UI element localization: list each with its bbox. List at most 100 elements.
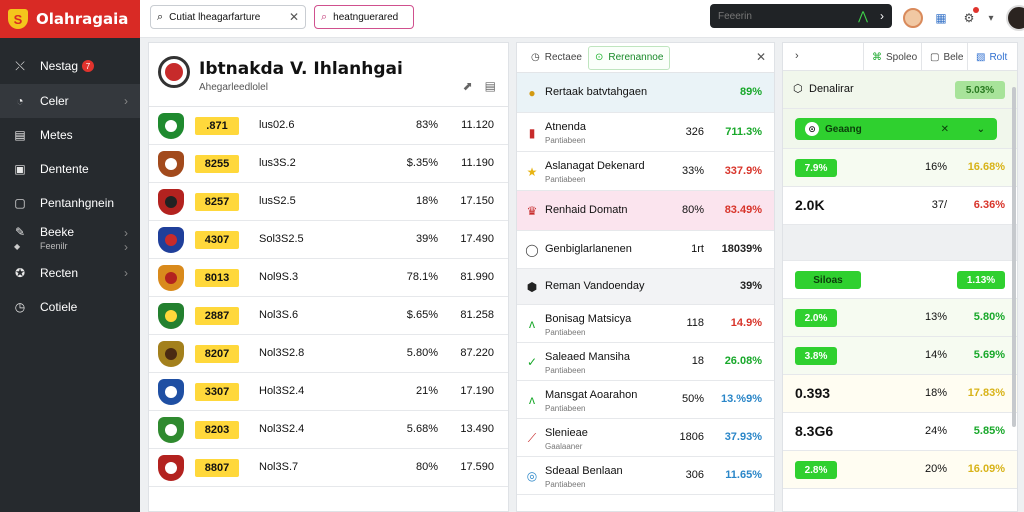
selection-pill[interactable]: Siloas [795, 271, 861, 289]
tab-rolt[interactable]: ▧ Rolt [967, 43, 1015, 71]
sidebar-item-cotiele[interactable]: ◷ Cotiele [0, 290, 140, 324]
betslip-row[interactable]: ⊙ Geaang ✕ ⌄ [783, 109, 1017, 149]
betslip-row[interactable]: 7.9% 16% 16.68% [783, 149, 1017, 187]
emoji-icon[interactable] [902, 7, 924, 29]
chevron-down-icon[interactable]: ▾ [988, 12, 994, 24]
sidebar-item-nestag[interactable]: ⤬ Nestag 7 [0, 48, 140, 84]
odds-badge[interactable]: 8203 [195, 421, 239, 439]
odds-badge[interactable]: 8255 [195, 155, 239, 173]
market-row[interactable]: ▮ Atnenda Pantiabeen 326 711.3% [517, 113, 774, 152]
market-row[interactable]: ✓ Saleaed Mansiha Pantiabeen 18 26.08% [517, 343, 774, 381]
chevron-right-icon[interactable]: › [795, 50, 799, 62]
signal-icon[interactable]: ⋀ [858, 9, 868, 23]
percent-value: 80% [415, 461, 438, 473]
chevron-right-icon[interactable]: ⌄ [976, 123, 985, 135]
team-crest-icon [158, 417, 184, 443]
tab-spoleo[interactable]: ⌘ Spoleo [863, 43, 925, 71]
close-icon[interactable]: ✕ [288, 10, 299, 24]
chevron-right-icon[interactable]: › [880, 9, 884, 23]
betslip-row[interactable]: 3.8% 14% 5.69% [783, 337, 1017, 375]
odds-badge[interactable]: 8207 [195, 345, 239, 363]
odds-row[interactable]: 8257 lusS2.5 18% 17.150 [149, 183, 508, 221]
stake-pill[interactable]: 2.0% [795, 309, 837, 327]
search-input[interactable]: ⌕ Cutiat lheagarfarture ✕ [150, 5, 306, 29]
odds-row[interactable]: 8807 Nol3S.7 80% 17.590 [149, 449, 508, 487]
market-row[interactable]: ◯ Genbiglarlanenen 1rt 18039% [517, 231, 774, 269]
market-count: 50% [681, 393, 704, 405]
sidebar-item-metes[interactable]: ▤ Metes [0, 118, 140, 152]
percent-value: $.35% [406, 157, 438, 169]
market-row[interactable]: ◎ Sdeaal Benlaan Pantiabeen 306 11.65% [517, 457, 774, 495]
selection-pill[interactable]: ⊙ Geaang ✕ ⌄ [795, 118, 997, 140]
top-bar: ⌕ Cutiat lheagarfarture ✕ ⌕ heatnguerare… [140, 0, 1024, 38]
market-row[interactable]: ♛ Renhaid Domatn 80% 83.49% [517, 191, 774, 231]
odds-badge[interactable]: .871 [195, 117, 239, 135]
market-row[interactable]: ● Rertaak batvtahgaen 89% [517, 73, 774, 113]
betslip-row[interactable]: 8.3G6 24% 5.85% [783, 413, 1017, 451]
stake-value: 0.393 [795, 385, 831, 401]
odds-row[interactable]: 8255 lus3S.2 $.35% 11.190 [149, 145, 508, 183]
sidebar-item-beeke[interactable]: ✎ Beeke ◆ Feenilr › › [0, 220, 140, 256]
market-row[interactable]: ᴧ Mansgat Aoarahon Pantiabeen 50% 13.%9% [517, 381, 774, 419]
odds-badge[interactable]: 8013 [195, 269, 239, 287]
match-subtitle: Ahegarleedlolel [199, 82, 268, 93]
stake-pill[interactable]: 7.9% [795, 159, 837, 177]
market-row[interactable]: ★ Aslanagat Dekenard Pantiabeen 33% 337.9% [517, 152, 774, 191]
odds-value: 81.258 [460, 309, 494, 321]
total-pill[interactable]: 1.13% [957, 271, 1005, 289]
betslip-row[interactable] [783, 225, 1017, 261]
betslip-row[interactable]: 2.0% 13% 5.80% [783, 299, 1017, 337]
return-percent: 17.83% [967, 387, 1005, 399]
odds-badge[interactable]: 2887 [195, 307, 239, 325]
odds-badge[interactable]: 8807 [195, 459, 239, 477]
sidebar-item-dentente[interactable]: ▣ Dentente [0, 152, 140, 186]
sidebar-item-celer[interactable]: ◔ Celer › [0, 84, 140, 118]
odds-value: 11.190 [461, 157, 494, 169]
gear-icon[interactable]: ⚙ [958, 7, 980, 29]
betslip-row[interactable]: 2.8% 20% 16.09% [783, 451, 1017, 489]
odds-row[interactable]: 2887 Nol3S.6 $.65% 81.258 [149, 297, 508, 335]
dark-search-input[interactable]: Feeerin ⋀ › [710, 4, 892, 28]
odds-value: 13.490 [460, 423, 494, 435]
market-code: Nol3S2.8 [259, 347, 305, 359]
odds-row[interactable]: 4307 Sol3S2.5 39% 17.490 [149, 221, 508, 259]
tab-bele[interactable]: ▢ Bele [921, 43, 971, 71]
notification-badge: 7 [82, 60, 95, 72]
pin-icon[interactable]: ⬈ [462, 79, 473, 93]
sidebar-item-recten[interactable]: ✪ Recten › [0, 256, 140, 290]
odds-badge[interactable]: 3307 [195, 383, 239, 401]
brand[interactable]: S Olahragaia [0, 0, 140, 38]
market-row[interactable]: ⬢ Reman Vandoenday 39% [517, 269, 774, 305]
team-crest-icon [158, 113, 184, 139]
close-icon[interactable]: ✕ [940, 123, 949, 135]
odds-row[interactable]: 8203 Nol3S2.4 5.68% 13.490 [149, 411, 508, 449]
avatar[interactable] [1006, 5, 1024, 31]
stake-percent: 18% [924, 387, 947, 399]
team-crest-icon [158, 189, 184, 215]
betslip-row[interactable]: 0.393 18% 17.83% [783, 375, 1017, 413]
betslip-header: ⬡ Denalirar 5.03% [783, 71, 1017, 109]
brand-logo: S [8, 9, 28, 29]
filter-search-input[interactable]: ⌕ heatnguerared [314, 5, 414, 29]
odds-row[interactable]: 8013 Nol9S.3 78.1% 81.990 [149, 259, 508, 297]
market-row[interactable]: ᴧ Bonisag Matsicya Pantiabeen 118 14.9% [517, 305, 774, 343]
market-row[interactable]: ⟋ Slenieae Gaalaaner 1806 37.93% [517, 419, 774, 457]
odds-row[interactable]: .871 lus02.6 83% 11.120 [149, 107, 508, 145]
odds-badge[interactable]: 4307 [195, 231, 239, 249]
grid-icon[interactable]: ▦ [935, 11, 947, 25]
close-icon[interactable]: ✕ [755, 50, 766, 64]
calendar-icon[interactable]: ▤ [484, 79, 496, 93]
scrollbar[interactable] [1012, 87, 1016, 427]
stake-pill[interactable]: 2.8% [795, 461, 837, 479]
odds-row[interactable]: 3307 Hol3S2.4 21% 17.190 [149, 373, 508, 411]
sidebar-item-pentanhgnein[interactable]: ▢ Pentanhgnein [0, 186, 140, 220]
odds-badge[interactable]: 8257 [195, 193, 239, 211]
betslip-row[interactable]: 2.0K 37/6.36% [783, 187, 1017, 225]
percent-value: 18% [415, 195, 438, 207]
odds-row[interactable]: 8207 Nol3S2.8 5.80% 87.220 [149, 335, 508, 373]
tab-recent[interactable]: ◷ Rectaee [525, 46, 588, 70]
betslip-row[interactable]: Siloas 1.13% [783, 261, 1017, 299]
stake-pill[interactable]: 3.8% [795, 347, 837, 365]
tab-popular[interactable]: ⊙ Rerenannoe [587, 45, 671, 70]
market-percent: 83.49% [724, 204, 762, 216]
